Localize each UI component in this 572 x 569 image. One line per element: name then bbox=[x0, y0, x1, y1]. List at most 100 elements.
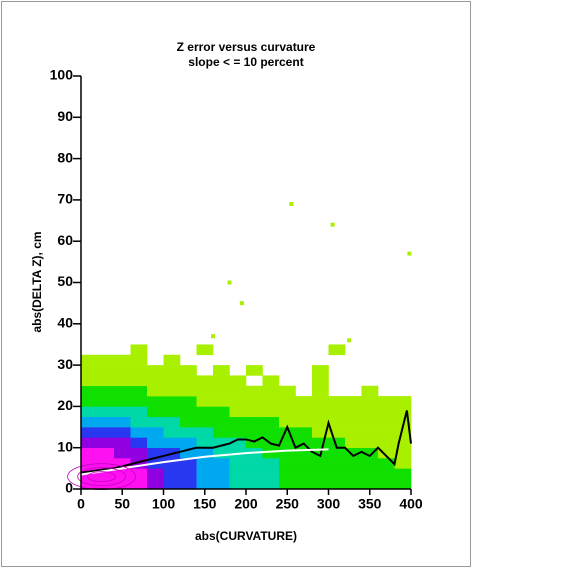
heat-cell bbox=[213, 375, 230, 387]
heat-cell bbox=[295, 468, 313, 479]
point bbox=[330, 222, 335, 227]
heat-cell bbox=[312, 468, 329, 479]
heat-cell bbox=[81, 406, 98, 418]
heat-cell bbox=[196, 468, 214, 479]
chart-title: Z error versus curvature bbox=[177, 40, 316, 54]
heat-cell bbox=[394, 416, 412, 428]
heat-cell bbox=[394, 396, 412, 407]
x-tick-label: 300 bbox=[317, 496, 341, 512]
heat-cell bbox=[147, 468, 164, 479]
heat-cell bbox=[213, 437, 230, 448]
heat-cell bbox=[114, 478, 131, 490]
heat-cell bbox=[378, 468, 395, 479]
heat-cell bbox=[246, 396, 263, 407]
heat-cell bbox=[279, 447, 296, 459]
heat-cell bbox=[328, 344, 346, 356]
heat-cell bbox=[81, 437, 98, 448]
contour bbox=[87, 471, 117, 483]
heat-cell bbox=[180, 406, 197, 418]
heat-cell bbox=[81, 427, 98, 438]
heat-cell bbox=[262, 406, 280, 418]
point bbox=[211, 334, 215, 339]
heat-cell bbox=[147, 396, 164, 407]
heat-cell bbox=[180, 437, 197, 448]
heat-cell bbox=[312, 406, 329, 418]
heat-cell bbox=[213, 458, 230, 469]
heat-cell bbox=[246, 406, 263, 418]
heat-cell bbox=[262, 375, 280, 387]
heat-cell bbox=[229, 375, 247, 387]
x-tick-label: 0 bbox=[77, 496, 85, 512]
heat-cell bbox=[81, 375, 98, 387]
heat-cell bbox=[262, 427, 280, 438]
heat-cell bbox=[246, 437, 263, 448]
heat-cell bbox=[246, 365, 263, 376]
heat-cell bbox=[361, 406, 379, 418]
heat-cell bbox=[312, 385, 329, 397]
heat-cell bbox=[345, 447, 362, 459]
heat-cell bbox=[246, 385, 263, 397]
heat-cell bbox=[97, 447, 115, 459]
heat-cell bbox=[196, 447, 214, 459]
heat-cell bbox=[130, 406, 148, 418]
heat-cell bbox=[262, 416, 280, 428]
heat-cell bbox=[97, 416, 115, 428]
heat-cell bbox=[345, 468, 362, 479]
line bbox=[80, 410, 412, 474]
heat-cell bbox=[229, 396, 247, 407]
heat-cell bbox=[163, 437, 181, 448]
heat-cell bbox=[147, 375, 164, 387]
y-tick-label: 10 bbox=[57, 438, 73, 454]
heat-cell bbox=[312, 437, 329, 448]
heat-cell bbox=[295, 478, 313, 490]
heat-cell bbox=[295, 416, 313, 428]
heat-cell bbox=[246, 478, 263, 490]
heat-cell bbox=[114, 416, 131, 428]
point bbox=[239, 301, 244, 306]
heat-cell bbox=[196, 478, 214, 490]
heat-cell bbox=[196, 385, 214, 397]
heat-cell bbox=[97, 354, 115, 366]
heat-cell bbox=[328, 406, 346, 418]
y-tick-label: 50 bbox=[57, 273, 73, 289]
heat-cell bbox=[114, 396, 131, 407]
line bbox=[80, 448, 329, 476]
heat-cell bbox=[361, 478, 379, 490]
heat-cell bbox=[229, 406, 247, 418]
heat-cell bbox=[328, 458, 346, 469]
heat-cell bbox=[328, 447, 346, 459]
heat-cell bbox=[394, 406, 412, 418]
heat-cell bbox=[163, 458, 181, 469]
heat-cell bbox=[378, 406, 395, 418]
heat-cell bbox=[81, 365, 98, 376]
y-tick-label: 60 bbox=[57, 232, 73, 248]
heat-cell bbox=[97, 406, 115, 418]
heat-cell bbox=[279, 468, 296, 479]
heat-cell bbox=[163, 365, 181, 376]
heat-cell bbox=[328, 416, 346, 428]
heat-cell bbox=[361, 396, 379, 407]
heat-cell bbox=[279, 478, 296, 490]
heat-cell bbox=[180, 478, 197, 490]
x-tick-label: 150 bbox=[193, 496, 217, 512]
y-tick-label: 30 bbox=[57, 356, 73, 372]
heat-cell bbox=[147, 385, 164, 397]
heat-cell bbox=[130, 396, 148, 407]
heat-cell bbox=[378, 416, 395, 428]
heat-cell bbox=[345, 458, 362, 469]
heat-cell bbox=[147, 365, 164, 376]
heat-cell bbox=[196, 437, 214, 448]
heat-cell bbox=[97, 437, 115, 448]
heat-cell bbox=[213, 365, 230, 376]
heat-cell bbox=[130, 447, 148, 459]
y-tick-label: 20 bbox=[57, 397, 73, 413]
heat-cell bbox=[262, 396, 280, 407]
heat-cell bbox=[147, 427, 164, 438]
heat-cell bbox=[345, 416, 362, 428]
heat-cell bbox=[196, 458, 214, 469]
heat-cell bbox=[97, 365, 115, 376]
x-tick-label: 250 bbox=[276, 496, 300, 512]
heat-cell bbox=[97, 375, 115, 387]
heat-cell bbox=[81, 447, 98, 459]
heat-cell bbox=[394, 447, 412, 459]
